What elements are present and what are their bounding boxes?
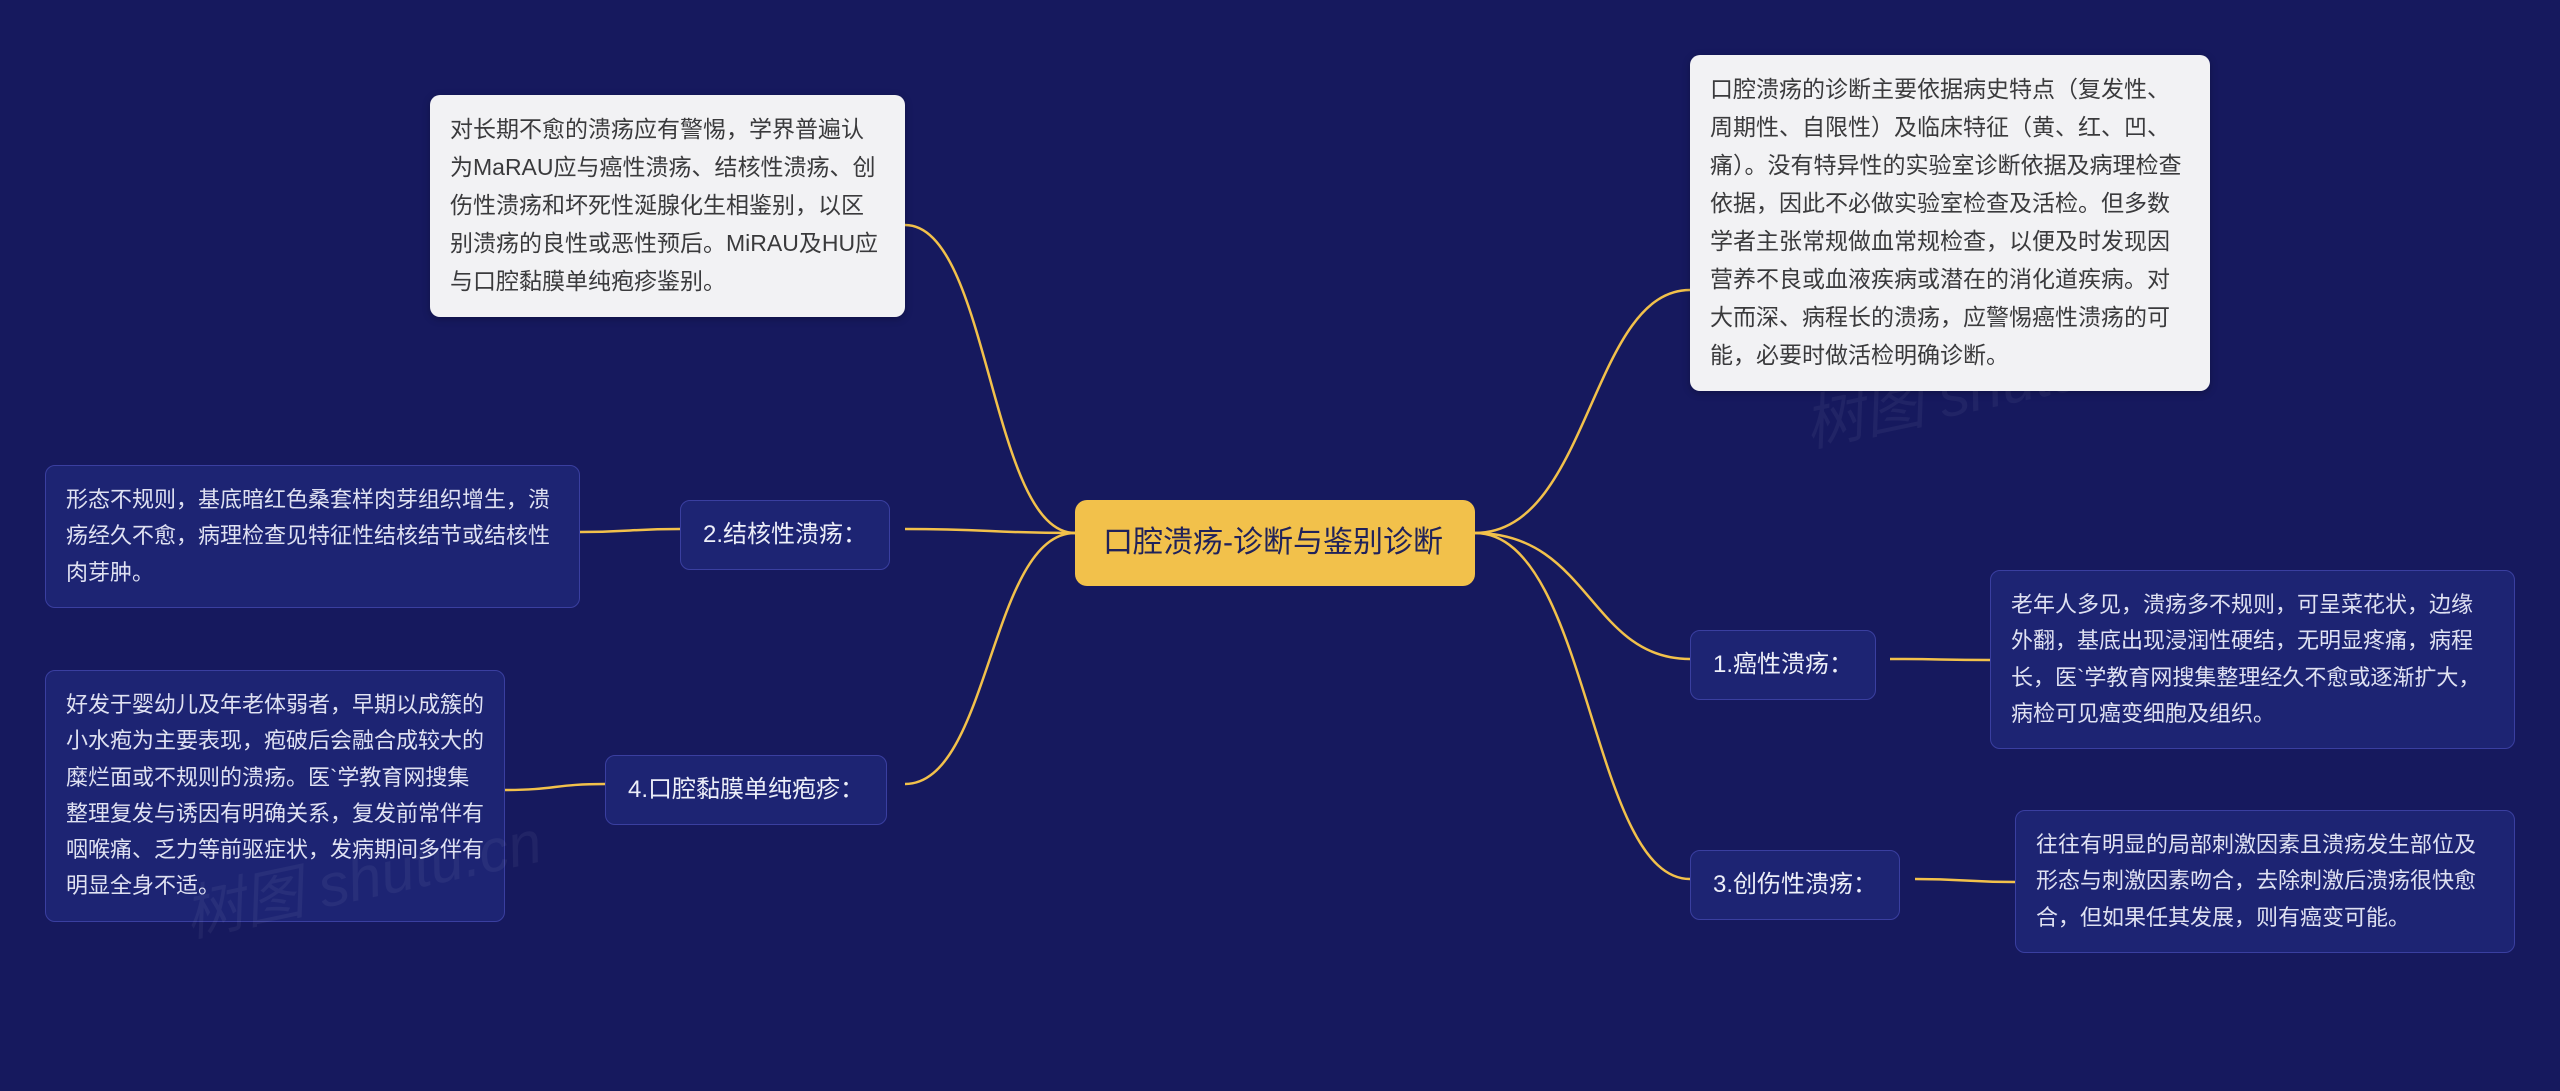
right-item-3[interactable]: 3.创伤性溃疡： [1690,850,1900,920]
left-intro-leaf: 对长期不愈的溃疡应有警惕，学界普遍认为MaRAU应与癌性溃疡、结核性溃疡、创伤性… [430,95,905,317]
right-item-1-leaf: 老年人多见，溃疡多不规则，可呈菜花状，边缘外翻，基底出现浸润性硬结，无明显疼痛，… [1990,570,2515,749]
left-item-2-leaf: 形态不规则，基底暗红色桑套样肉芽组织增生，溃疡经久不愈，病理检查见特征性结核结节… [45,465,580,608]
right-item-3-leaf: 往往有明显的局部刺激因素且溃疡发生部位及形态与刺激因素吻合，去除刺激后溃疡很快愈… [2015,810,2515,953]
edge [905,529,1075,533]
right-intro-leaf: 口腔溃疡的诊断主要依据病史特点（复发性、周期性、自限性）及临床特征（黄、红、凹、… [1690,55,2210,391]
edge [1890,659,1990,660]
edge [1475,290,1690,533]
center-node[interactable]: 口腔溃疡-诊断与鉴别诊断 [1075,500,1475,586]
edge [905,225,1075,533]
edge [1475,533,1690,659]
edge [505,784,605,790]
edge [905,533,1075,784]
right-item-1[interactable]: 1.癌性溃疡： [1690,630,1876,700]
edge [580,529,680,532]
left-item-4[interactable]: 4.口腔黏膜单纯疱疹： [605,755,887,825]
left-item-2[interactable]: 2.结核性溃疡： [680,500,890,570]
edge [1915,879,2015,882]
edge [1475,533,1690,879]
left-item-4-leaf: 好发于婴幼儿及年老体弱者，早期以成簇的小水疱为主要表现，疱破后会融合成较大的糜烂… [45,670,505,922]
